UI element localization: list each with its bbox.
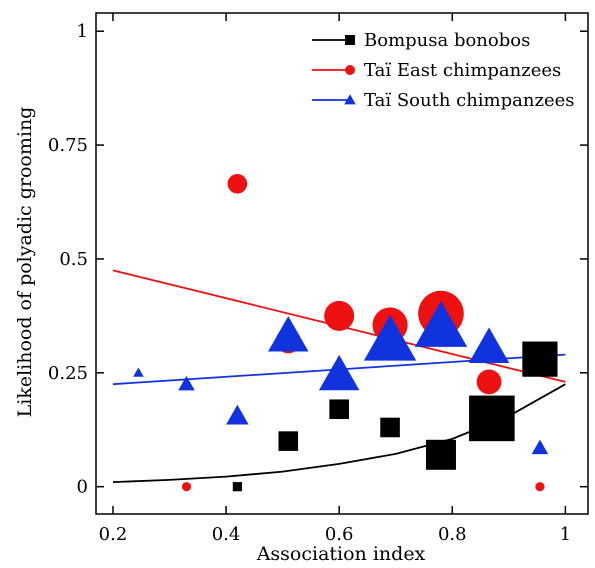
series-square-points [232,341,558,492]
data-point [531,439,549,455]
data-point [329,399,349,420]
axes: 0.2 0.4 0.6 0.8 1 0 0.25 0.5 0.75 1 [48,12,589,545]
data-point [181,482,192,492]
data-point [318,354,360,391]
data-point [363,314,417,361]
legend-marker [345,35,355,45]
data-points [133,173,558,492]
plot-frame [95,12,589,515]
data-point [227,173,248,194]
legend-label: Taï South chimpanzees [364,90,575,111]
data-point [178,375,195,391]
data-point [278,431,299,451]
data-point [380,417,400,438]
legend-marker [344,94,356,105]
data-point [133,367,144,377]
y-tick-label: 0.75 [48,135,88,156]
data-point [268,316,309,352]
x-axis-label: Association index [256,543,426,565]
data-point [232,482,242,492]
y-tick-label: 0.5 [59,249,88,270]
data-point [414,301,468,347]
legend-marker [345,65,355,75]
y-axis-label: Likelihood of polyadic grooming [14,107,36,418]
y-tick-label: 0.25 [48,363,88,384]
x-tick-label: 0.6 [325,524,354,545]
x-tick-label: 1 [560,524,571,545]
data-point [226,404,249,425]
legend: Bompusa bonobos Taï East chimpanzees Taï S… [312,30,575,111]
data-point [468,327,510,363]
legend-label: Bompusa bonobos [364,30,530,51]
x-tick-label: 0.2 [99,524,128,545]
y-tick-label: 1 [77,21,88,42]
series-triangle-points [133,301,549,455]
x-tick-label: 0.4 [212,524,241,545]
data-point [324,300,355,331]
x-tick-label: 0.8 [438,524,467,545]
data-point [425,439,456,470]
y-tick-label: 0 [77,477,88,498]
data-point [476,369,502,395]
legend-label: Taï East chimpanzees [364,60,561,81]
data-point [535,482,545,492]
data-point [469,395,515,442]
data-point [522,341,558,377]
